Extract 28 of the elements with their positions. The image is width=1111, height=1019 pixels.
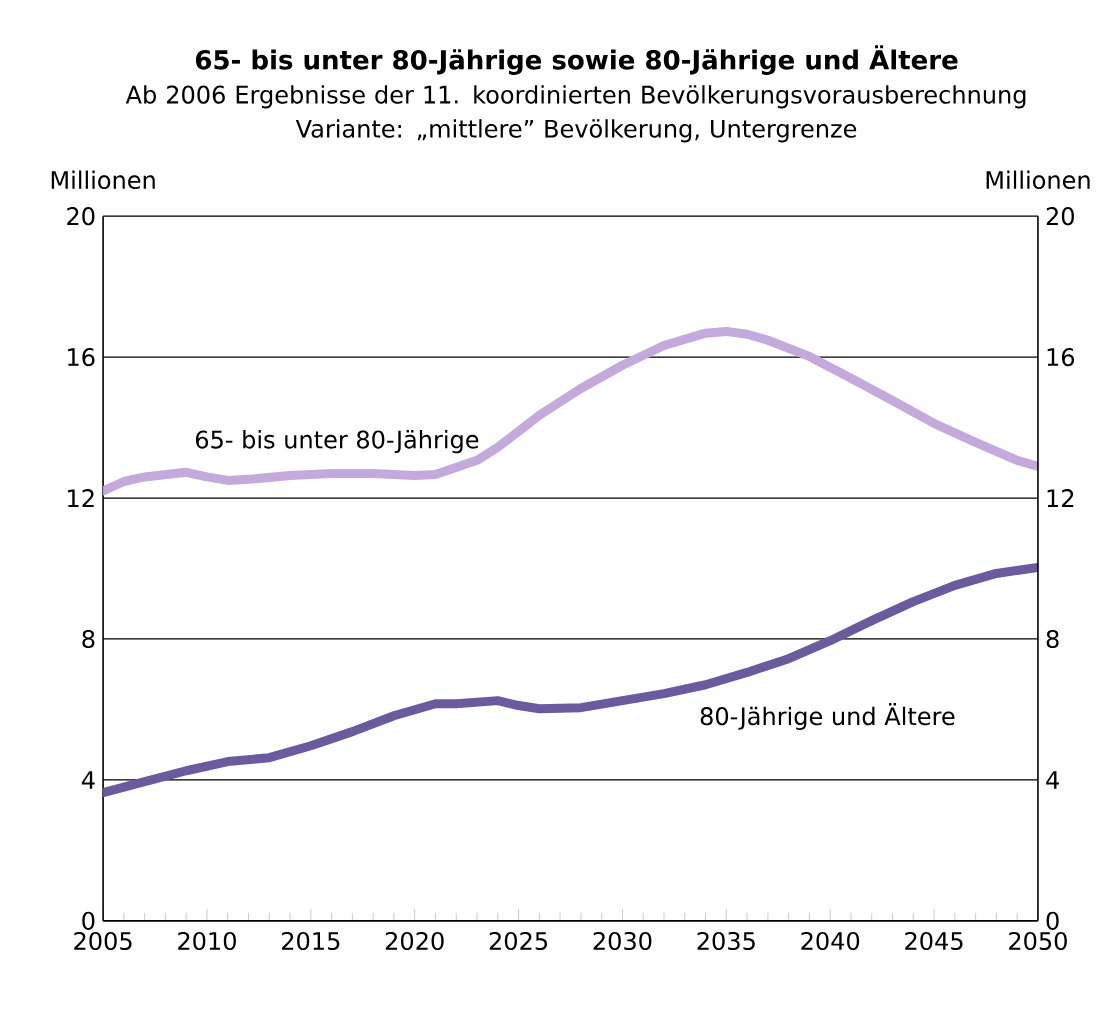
y-axis-title: Millionen xyxy=(51,170,155,190)
y2-tick-label: 12 xyxy=(1047,489,1074,507)
x-tick-label: 2010 xyxy=(178,931,236,951)
x-tick-label: 2030 xyxy=(593,931,652,951)
x-tick-label: 2005 xyxy=(74,931,132,951)
y-tick-label: 4 xyxy=(81,771,95,789)
x-tick-label: 2025 xyxy=(489,931,548,951)
y-tick-label: 16 xyxy=(68,348,95,367)
y-tick-label: 20 xyxy=(67,207,95,226)
y2-axis-title: Millionen xyxy=(986,170,1090,190)
y2-tick-label: 8 xyxy=(1046,629,1059,649)
x-tick-label: 2035 xyxy=(697,931,755,951)
series-label: 80-Jährige und Ältere xyxy=(700,703,955,730)
series-label: 65- bis unter 80-Jährige xyxy=(195,430,479,454)
y-tick-label: 0 xyxy=(82,911,95,930)
y2-tick-label: 16 xyxy=(1047,348,1075,367)
x-tick-label: 2020 xyxy=(385,931,444,951)
y2-tick-label: 0 xyxy=(1046,911,1059,930)
chart-subtitle: Ab 2006 Ergebnisse der 11. koordinierten Bevölkerungsvorausberechnung Variante: „mittlere” Bevölkerung, Untergrenze xyxy=(125,85,1026,143)
x-tick-label: 2050 xyxy=(1009,931,1067,951)
y-tick-label: 8 xyxy=(82,629,95,649)
chart-title: 65- bis unter 80-Jährige sowie 80-Jährige und Ältere xyxy=(195,45,958,75)
y2-tick-label: 20 xyxy=(1046,207,1074,226)
x-tick-label: 2015 xyxy=(282,931,340,951)
y2-tick-label: 4 xyxy=(1046,771,1059,789)
x-tick-label: 2040 xyxy=(801,931,860,951)
y-tick-label: 12 xyxy=(68,489,94,507)
x-tick-label: 2045 xyxy=(905,931,963,951)
